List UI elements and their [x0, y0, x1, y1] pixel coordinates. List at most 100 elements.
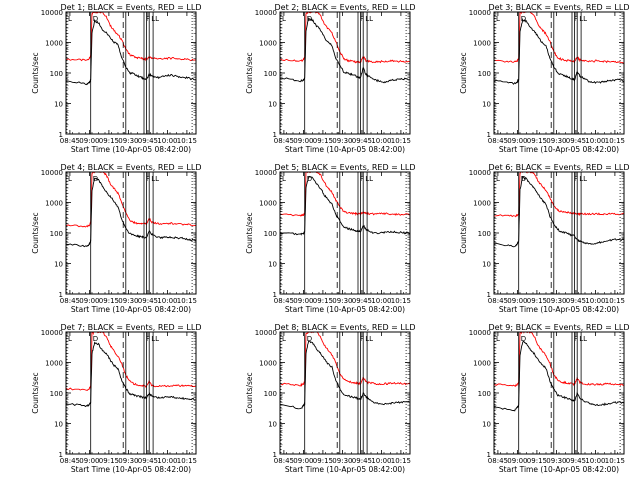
x-tick-label: 09:45	[138, 297, 158, 305]
x-axis-label: Start Time (10-Apr-05 08:42:00)	[285, 305, 405, 314]
series-line-lld	[494, 172, 624, 218]
x-tick-label: 10:00	[371, 457, 391, 465]
panel-title: Det 5; BLACK = Events, RED = LLD	[275, 163, 416, 172]
y-tick-label: 1000	[473, 360, 491, 368]
marker-label: D	[93, 335, 98, 343]
y-tick-label: 1000	[259, 40, 277, 48]
x-tick-label: 09:00	[507, 137, 527, 145]
y-tick-label: 100	[264, 70, 277, 78]
x-tick-label: 10:15	[391, 457, 411, 465]
y-tick-label: 1000	[259, 360, 277, 368]
marker-label: L	[579, 15, 583, 23]
x-tick-label: 09:45	[352, 137, 372, 145]
series-line-events	[494, 340, 624, 412]
x-tick-label: 10:15	[605, 297, 625, 305]
y-axis-label: Counts/sec	[245, 372, 254, 413]
x-tick-label: 09:15	[313, 137, 333, 145]
x-tick-label: 10:00	[157, 137, 177, 145]
y-tick-label: 10000	[469, 329, 491, 337]
marker-label: D	[307, 335, 312, 343]
x-tick-label: 10:00	[157, 457, 177, 465]
y-tick-label: 10	[54, 261, 63, 269]
x-tick-label: 09:00	[79, 457, 99, 465]
y-axis-label: Counts/sec	[459, 372, 468, 413]
y-tick-label: 1000	[45, 40, 63, 48]
x-tick-label: 09:30	[546, 137, 566, 145]
y-tick-label: 10	[482, 421, 491, 429]
series-line-events	[494, 17, 624, 85]
panel-title: Det 1; BLACK = Events, RED = LLD	[61, 3, 202, 12]
y-tick-label: 1000	[259, 200, 277, 208]
x-tick-label: 08:45	[488, 457, 508, 465]
marker-label: L	[68, 175, 72, 183]
x-tick-label: 09:45	[566, 297, 586, 305]
y-tick-label: 100	[478, 390, 491, 398]
x-axis-label: Start Time (10-Apr-05 08:42:00)	[285, 465, 405, 474]
marker-label: F	[146, 335, 150, 343]
panel-title: Det 6; BLACK = Events, RED = LLD	[489, 163, 630, 172]
x-tick-label: 09:30	[332, 457, 352, 465]
x-tick-label: 09:15	[313, 457, 333, 465]
y-axis-label: Counts/sec	[31, 52, 40, 93]
y-axis-label: Counts/sec	[245, 52, 254, 93]
x-tick-label: 09:00	[79, 297, 99, 305]
marker-label: L	[155, 15, 159, 23]
y-axis-label: Counts/sec	[31, 372, 40, 413]
marker-label: D	[93, 175, 98, 183]
x-tick-label: 10:00	[585, 457, 605, 465]
x-tick-label: 09:45	[566, 137, 586, 145]
x-tick-label: 09:30	[332, 297, 352, 305]
marker-label: D	[521, 175, 526, 183]
panel-title: Det 9; BLACK = Events, RED = LLD	[489, 323, 630, 332]
x-tick-label: 08:45	[60, 137, 80, 145]
plot-frame	[493, 171, 625, 295]
x-tick-label: 10:15	[605, 457, 625, 465]
series-line-events	[280, 17, 410, 84]
x-tick-label: 10:00	[585, 297, 605, 305]
panel-title: Det 3; BLACK = Events, RED = LLD	[489, 3, 630, 12]
y-tick-label: 10	[54, 101, 63, 109]
marker-label: F	[360, 15, 364, 23]
marker-label: L	[151, 15, 155, 23]
y-axis-label: Counts/sec	[31, 212, 40, 253]
y-tick-label: 10000	[255, 169, 277, 177]
x-tick-label: 09:45	[566, 457, 586, 465]
x-tick-label: 10:15	[605, 137, 625, 145]
marker-label: L	[155, 335, 159, 343]
y-tick-label: 1	[487, 451, 491, 459]
marker-label: F	[360, 175, 364, 183]
series-line-lld	[494, 332, 624, 388]
series-line-lld	[280, 172, 410, 217]
plot-frame	[65, 171, 197, 295]
x-tick-label: 09:15	[527, 137, 547, 145]
x-tick-label: 09:15	[313, 297, 333, 305]
marker-label: L	[151, 175, 155, 183]
y-tick-label: 100	[478, 70, 491, 78]
x-tick-label: 09:45	[352, 457, 372, 465]
y-tick-label: 10000	[41, 9, 63, 17]
x-axis-label: Start Time (10-Apr-05 08:42:00)	[71, 305, 191, 314]
marker-label: L	[369, 335, 373, 343]
series-line-lld	[280, 332, 410, 387]
x-tick-label: 09:15	[527, 457, 547, 465]
panel-title: Det 8; BLACK = Events, RED = LLD	[275, 323, 416, 332]
x-axis-label: Start Time (10-Apr-05 08:42:00)	[71, 465, 191, 474]
x-tick-label: 10:00	[371, 297, 391, 305]
y-tick-label: 1	[487, 131, 491, 139]
marker-label: D	[521, 15, 526, 23]
x-tick-label: 09:15	[99, 297, 119, 305]
y-tick-label: 10	[268, 101, 277, 109]
marker-label: L	[496, 15, 500, 23]
marker-label: F	[574, 335, 578, 343]
marker-label: L	[579, 175, 583, 183]
marker-label: L	[365, 175, 369, 183]
y-tick-label: 1000	[45, 200, 63, 208]
marker-label: D	[521, 335, 526, 343]
x-tick-label: 09:30	[546, 457, 566, 465]
y-axis-label: Counts/sec	[459, 52, 468, 93]
